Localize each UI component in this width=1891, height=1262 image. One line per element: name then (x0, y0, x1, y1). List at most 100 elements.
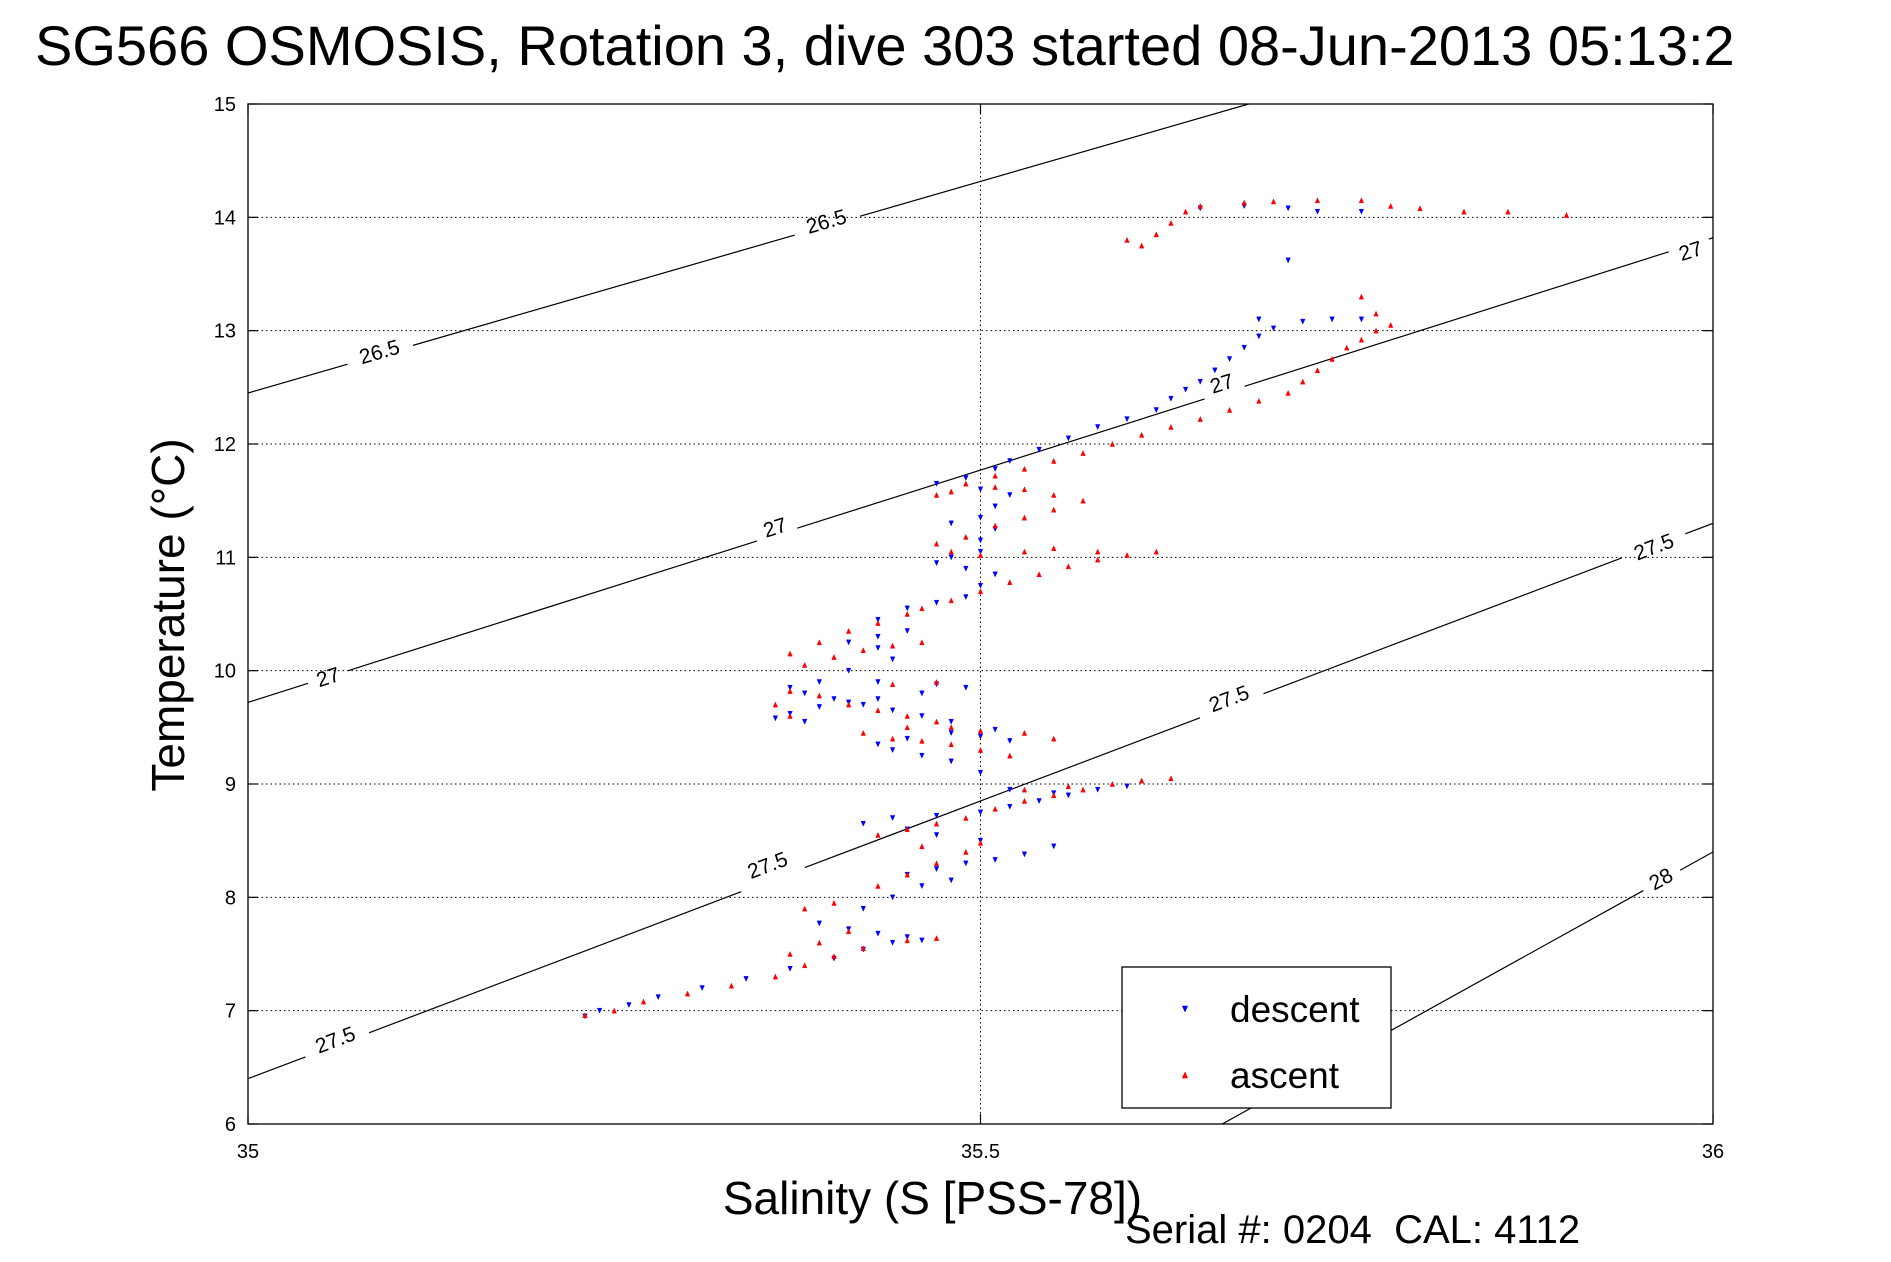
ascent-point (1314, 367, 1321, 374)
ascent-point (992, 805, 998, 812)
ascent-point (904, 871, 910, 878)
ascent-point (919, 639, 925, 646)
ascent-point (963, 814, 969, 821)
x-tick-label: 36 (1702, 1141, 1724, 1163)
ascent-point (1417, 205, 1423, 212)
ascent-point (933, 718, 940, 725)
ascent-point (860, 945, 866, 952)
ascent-point (1021, 786, 1028, 793)
descent-point (904, 934, 910, 941)
ascent-point (948, 724, 954, 731)
ascent-point (787, 950, 793, 957)
descent-point (889, 894, 896, 901)
descent-point (831, 696, 837, 703)
descent-point (933, 599, 940, 606)
x-axis-label: Salinity (S [PSS-78]) (722, 1172, 1143, 1224)
ascent-point (728, 982, 735, 989)
descent-point (977, 809, 984, 816)
ascent-point (1168, 219, 1174, 226)
descent-point (802, 690, 808, 697)
descent-point (699, 985, 705, 992)
descent-point (1021, 851, 1028, 858)
descent-point (875, 645, 881, 652)
contour-line-27.5 (1685, 522, 1713, 535)
contour-line-28 (1679, 851, 1713, 871)
ascent-point (1139, 431, 1145, 438)
descent-point (1212, 367, 1218, 374)
ascent-point (1153, 231, 1159, 238)
descent-point (1358, 316, 1365, 323)
ascent-point (816, 692, 822, 699)
ascent-point (977, 746, 984, 753)
ascent-point (1388, 321, 1394, 328)
descent-point (933, 866, 940, 873)
contour-line-27 (796, 398, 1205, 529)
ascent-point (933, 935, 940, 941)
ascent-point (582, 1012, 588, 1018)
x-tick-label: 35 (237, 1141, 259, 1163)
ascent-point (977, 727, 984, 734)
ascent-point (787, 650, 793, 657)
ascent-point (1358, 293, 1365, 300)
ascent-point (1139, 777, 1145, 784)
ascent-point (1300, 378, 1306, 385)
ascent-point (1051, 457, 1057, 464)
descent-point (977, 733, 984, 740)
descent-point (1036, 446, 1042, 453)
ascent-point (933, 820, 940, 827)
ascent-point (889, 642, 896, 649)
ascent-point (1153, 548, 1159, 555)
ascent-point (1461, 208, 1467, 215)
descent-point (860, 905, 866, 912)
ascent-point (1109, 780, 1115, 787)
ascent-point (1021, 797, 1028, 804)
chart-title: SG566 OSMOSIS, Rotation 3, dive 303 star… (35, 14, 1735, 77)
descent-point (772, 715, 779, 722)
descent-point (889, 815, 896, 822)
ascent-point (904, 610, 910, 617)
ascent-point (1344, 344, 1350, 351)
ascent-point (948, 741, 954, 748)
ascent-point (977, 839, 984, 846)
ascent-point (1139, 242, 1145, 249)
descent-point (1168, 395, 1174, 402)
descent-point (948, 520, 954, 527)
descent-point (919, 883, 925, 890)
ascent-point (1021, 548, 1028, 555)
descent-point (802, 718, 808, 725)
descent-point (977, 769, 984, 776)
ascent-point (977, 588, 984, 595)
contour-line-27.5 (804, 717, 1201, 869)
legend-label-descent: descent (1230, 989, 1360, 1030)
ascent-point (933, 540, 940, 547)
contour-line-27 (1244, 251, 1669, 387)
descent-point (933, 812, 940, 819)
descent-point (846, 667, 852, 674)
ascent-point (1051, 545, 1057, 552)
ascent-point (1021, 486, 1028, 493)
descent-point (875, 679, 881, 686)
descent-point (889, 747, 896, 754)
y-tick-label: 9 (225, 774, 236, 796)
contour-line-27 (248, 682, 309, 703)
ascent-point (1388, 202, 1394, 209)
descent-point (787, 965, 793, 972)
ascent-point (963, 533, 969, 540)
x-tick-label: 35.5 (961, 1141, 1000, 1163)
y-tick-label: 10 (214, 661, 236, 683)
legend-label-ascent: ascent (1230, 1055, 1340, 1096)
ascent-point (1051, 506, 1057, 513)
ascent-point (1197, 202, 1203, 209)
ascent-point (1051, 792, 1057, 799)
descent-point (948, 718, 954, 725)
descent-point (919, 690, 925, 697)
descent-point (743, 976, 749, 983)
contour-line-27.5 (368, 891, 742, 1034)
descent-point (1182, 386, 1189, 393)
ascent-point (933, 678, 940, 685)
ascent-point (1285, 389, 1291, 396)
descent-point (626, 1002, 632, 1009)
descent-point (933, 832, 940, 839)
y-tick-label: 11 (215, 547, 236, 569)
